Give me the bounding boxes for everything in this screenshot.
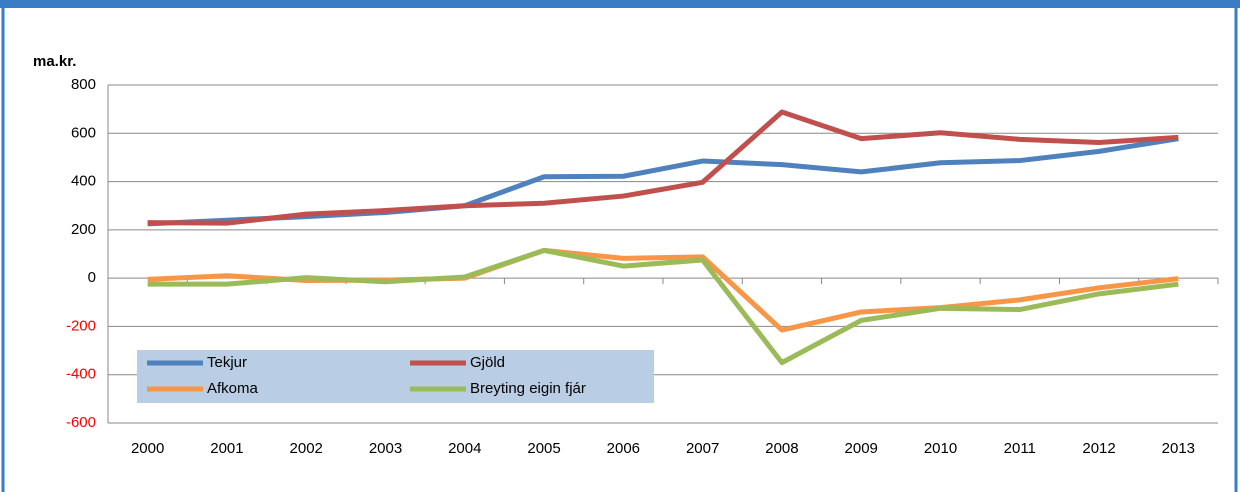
legend-label: Gjöld xyxy=(470,354,505,371)
x-tick-label: 2006 xyxy=(607,440,640,457)
y-tick-label: 800 xyxy=(71,76,96,93)
series-line xyxy=(147,247,1179,366)
y-tick-label: -200 xyxy=(66,317,96,334)
y-axis-label: ma.kr. xyxy=(33,53,76,70)
x-tick-label: 2011 xyxy=(1004,440,1036,457)
x-tick-label: 2000 xyxy=(131,440,164,457)
y-tick-label: 200 xyxy=(71,221,96,238)
y-tick-label: -400 xyxy=(66,366,96,383)
y-tick-label: 0 xyxy=(88,269,96,286)
legend-box xyxy=(137,350,654,403)
series-line xyxy=(147,109,1179,226)
header-bar xyxy=(0,0,1240,8)
x-tick-label: 2012 xyxy=(1082,440,1115,457)
x-tick-label: 2008 xyxy=(765,440,798,457)
x-tick-label: 2004 xyxy=(448,440,481,457)
x-tick-label: 2007 xyxy=(686,440,719,457)
legend-label: Afkoma xyxy=(207,380,259,397)
y-tick-label: 400 xyxy=(71,173,96,190)
x-tick-label: 2005 xyxy=(527,440,560,457)
x-tick-label: 2013 xyxy=(1162,440,1195,457)
legend-label: Breyting eigin fjár xyxy=(470,380,586,397)
x-tick-label: 2002 xyxy=(290,440,323,457)
y-tick-label: 600 xyxy=(71,124,96,141)
y-tick-label: -600 xyxy=(66,414,96,431)
x-tick-label: 2001 xyxy=(210,440,243,457)
x-tick-label: 2003 xyxy=(369,440,402,457)
x-tick-label: 2010 xyxy=(924,440,957,457)
x-tick-label: 2009 xyxy=(845,440,878,457)
legend-label: Tekjur xyxy=(207,354,247,371)
